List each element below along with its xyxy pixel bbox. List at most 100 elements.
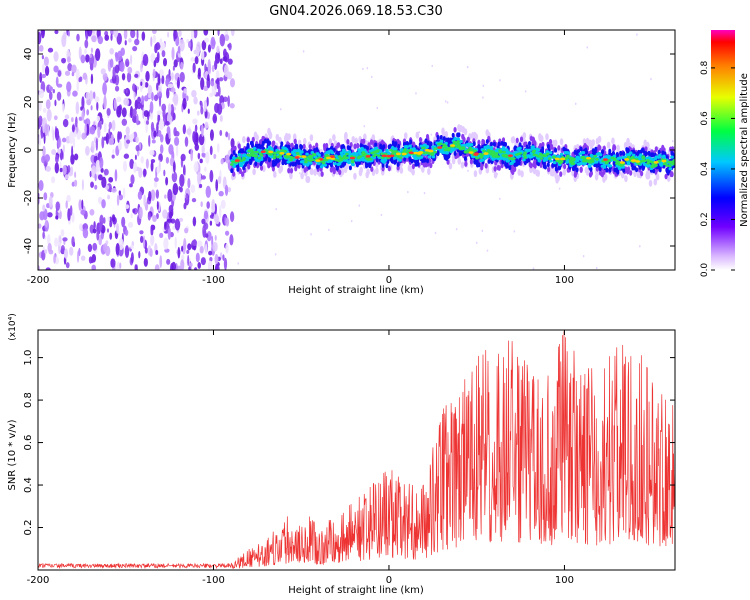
- noise-speck: [115, 242, 120, 256]
- noise-speck: [42, 108, 47, 113]
- signal-cell: [374, 142, 378, 148]
- noise-speck: [47, 234, 51, 246]
- signal-cell: [365, 171, 370, 179]
- signal-cell: [419, 148, 424, 152]
- noise-speck: [38, 88, 45, 99]
- noise-speck: [104, 34, 110, 41]
- noise-speck: [204, 121, 209, 129]
- noise-speck: [96, 101, 99, 111]
- noise-speck: [47, 47, 54, 53]
- signal-cell: [273, 170, 277, 178]
- noise-speck: [100, 68, 106, 75]
- signal-hotspot: [389, 154, 395, 158]
- noise-speck: [217, 30, 220, 37]
- noise-speck: [145, 70, 150, 82]
- noise-speck: [174, 236, 177, 249]
- x-tick-label: 100: [555, 575, 574, 586]
- signal-cell: [230, 163, 234, 166]
- noise-speck: [57, 70, 62, 77]
- signal-cell: [653, 156, 658, 161]
- noise-speck: [481, 229, 484, 233]
- noise-speck: [81, 179, 84, 191]
- signal-cell: [641, 166, 645, 171]
- noise-speck: [204, 166, 207, 172]
- signal-cell: [411, 168, 415, 176]
- signal-cell: [403, 132, 408, 140]
- signal-cell: [472, 141, 476, 147]
- noise-speck: [152, 215, 157, 223]
- signal-cell: [460, 161, 465, 169]
- noise-speck: [151, 139, 156, 144]
- signal-cell: [522, 158, 526, 162]
- signal-cell: [621, 155, 626, 160]
- noise-speck: [280, 108, 282, 111]
- signal-cell: [433, 150, 438, 154]
- signal-cell: [231, 160, 235, 164]
- signal-cell: [236, 167, 240, 172]
- noise-speck: [67, 63, 73, 72]
- signal-cell: [632, 149, 636, 155]
- signal-cell: [466, 148, 471, 152]
- noise-speck: [187, 254, 190, 267]
- noise-speck: [80, 255, 86, 261]
- noise-speck: [107, 216, 110, 222]
- signal-cell: [266, 139, 270, 144]
- noise-speck: [103, 122, 107, 133]
- noise-speck: [44, 154, 51, 163]
- signal-cell: [570, 161, 574, 164]
- noise-speck: [86, 123, 90, 136]
- noise-speck: [124, 245, 130, 258]
- signal-cell: [387, 165, 391, 172]
- noise-speck: [62, 103, 65, 113]
- noise-speck: [55, 215, 59, 220]
- signal-cell: [445, 154, 449, 160]
- noise-speck: [150, 36, 153, 48]
- signal-cell: [456, 137, 461, 141]
- noise-speck: [181, 245, 184, 252]
- noise-speck: [455, 228, 458, 231]
- noise-speck: [201, 50, 205, 61]
- noise-speck: [95, 137, 98, 151]
- noise-speck: [82, 228, 89, 239]
- noise-speck: [176, 265, 182, 270]
- signal-cell: [278, 166, 282, 174]
- x-tick-label: -100: [202, 275, 225, 286]
- noise-speck: [117, 50, 123, 62]
- noise-speck: [167, 83, 174, 89]
- noise-speck: [132, 108, 137, 117]
- signal-cell: [601, 149, 605, 155]
- signal-cell: [243, 153, 247, 157]
- signal-hotspot: [619, 161, 625, 164]
- noise-speck: [672, 139, 674, 143]
- y-tick-label: -40: [23, 238, 34, 254]
- spectrogram-xlabel: Height of straight line (km): [288, 285, 424, 296]
- noise-speck: [66, 56, 71, 63]
- signal-cell: [350, 162, 355, 166]
- noise-speck: [213, 153, 217, 160]
- signal-cell: [310, 168, 314, 176]
- noise-speck: [62, 164, 67, 175]
- noise-speck: [55, 76, 59, 87]
- signal-cell: [456, 140, 460, 143]
- signal-cell: [520, 170, 524, 178]
- noise-speck: [198, 174, 202, 180]
- noise-speck: [51, 176, 56, 184]
- signal-cell: [376, 154, 381, 157]
- signal-cell: [412, 147, 416, 151]
- noise-speck: [186, 38, 189, 44]
- noise-speck: [108, 121, 112, 130]
- signal-cell: [378, 150, 383, 154]
- signal-hotspot: [408, 151, 414, 155]
- signal-cell: [345, 152, 349, 156]
- noise-speck: [486, 249, 489, 252]
- signal-cell: [508, 157, 513, 161]
- noise-speck: [222, 56, 228, 62]
- signal-cell: [541, 141, 545, 148]
- noise-speck: [229, 78, 236, 88]
- signal-cell: [267, 127, 271, 135]
- noise-speck: [227, 58, 233, 65]
- noise-speck: [55, 201, 60, 211]
- noise-speck: [156, 200, 159, 210]
- noise-speck: [44, 123, 49, 136]
